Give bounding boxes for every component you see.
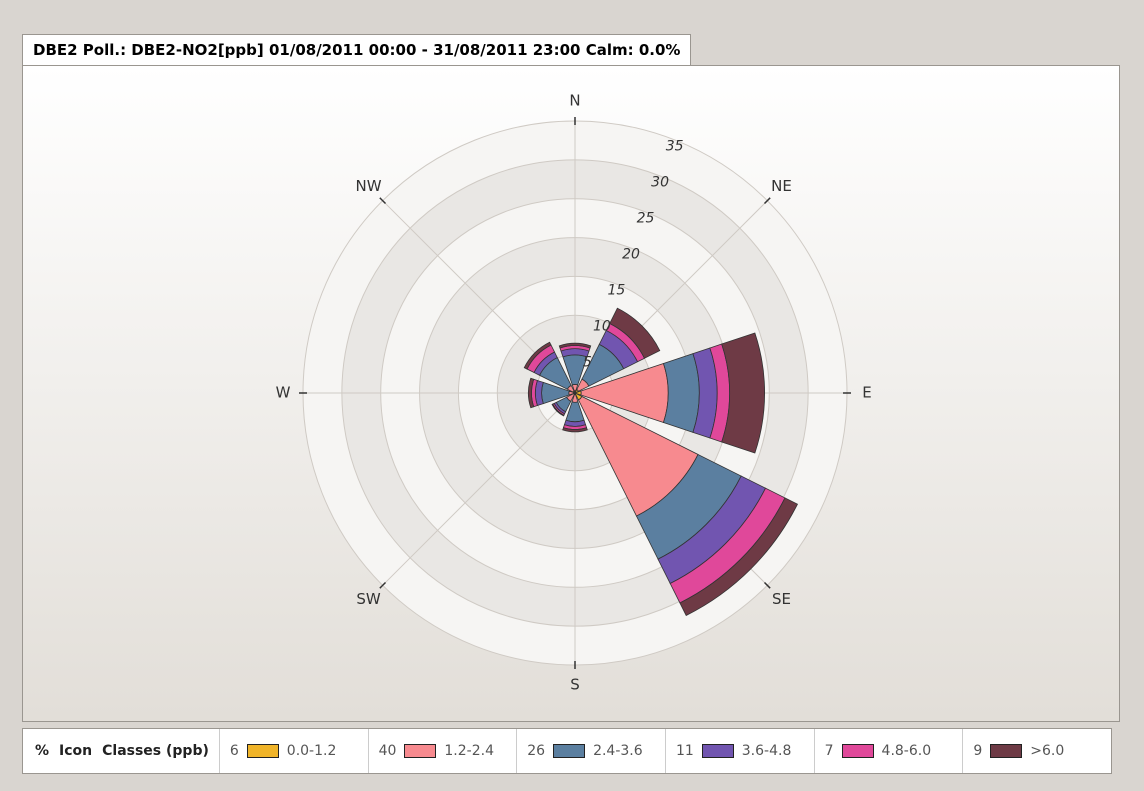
legend-item: 6 0.0-1.2: [218, 729, 368, 773]
direction-label: NE: [771, 177, 792, 195]
legend-label: 1.2-2.4: [444, 743, 494, 759]
legend-label: >6.0: [1030, 743, 1065, 759]
legend-header: % Icon Classes (ppb): [23, 729, 219, 773]
chart: N NE E SE S SW W NW 5 10 15 20 25 30 35: [276, 92, 872, 694]
legend-swatch: [701, 744, 734, 758]
legend-item: 7 4.8-6.0: [813, 729, 963, 773]
legend-label: 0.0-1.2: [286, 743, 337, 759]
direction-label: N: [569, 92, 580, 110]
wedge-segment: [609, 307, 661, 359]
legend-percent: 40: [378, 743, 397, 759]
legend-item: 9 >6.0: [962, 729, 1111, 773]
wedge-segment: [562, 427, 588, 433]
legend-label: 3.6-4.8: [741, 743, 792, 759]
wedge-segment: [551, 403, 565, 417]
legend-item: 11 3.6-4.8: [664, 729, 814, 773]
wedge-segment: [523, 341, 552, 370]
direction-label: S: [570, 676, 580, 694]
r-tick-label: 5: [583, 355, 592, 371]
direction-tick: [763, 581, 771, 589]
legend: % Icon Classes (ppb) 6 0.0-1.2 40 1.2-2.4 26…: [22, 728, 1112, 774]
chart-title: DBE2 Poll.: DBE2-NO2[ppb] 01/08/2011 00:…: [22, 34, 692, 66]
legend-label: 4.8-6.0: [881, 743, 932, 759]
legend-swatch: [404, 744, 437, 758]
legend-swatch: [841, 744, 874, 758]
legend-swatch: [553, 744, 586, 758]
legend-percent: 7: [824, 743, 834, 759]
legend-percent: 11: [675, 743, 694, 759]
wedge-segment: [721, 332, 765, 454]
legend-percent: 6: [229, 743, 239, 759]
legend-header-item: Classes (ppb): [102, 743, 209, 759]
legend-swatch: [990, 744, 1023, 758]
legend-swatch: [246, 744, 279, 758]
r-tick-label: 25: [637, 210, 655, 226]
wedge-segment: [558, 342, 592, 349]
direction-tick: [763, 197, 771, 205]
legend-percent: 26: [527, 743, 546, 759]
legend-header-item: %: [35, 743, 50, 759]
direction-label: W: [276, 384, 291, 402]
legend-header-item: Icon: [59, 743, 93, 759]
wedge-segment: [662, 353, 700, 433]
wedge-segment: [527, 377, 535, 409]
direction-label: NW: [355, 177, 381, 195]
legend-label: 2.4-3.6: [593, 743, 643, 759]
direction-label: SW: [356, 590, 381, 608]
direction-label: SE: [772, 590, 791, 608]
legend-item: 40 1.2-2.4: [367, 729, 517, 773]
direction-label: E: [862, 384, 871, 402]
wedge-segment: [679, 497, 798, 616]
legend-percent: 9: [973, 743, 983, 759]
legend-item: 26 2.4-3.6: [516, 729, 665, 773]
r-tick-label: 35: [666, 138, 684, 154]
r-tick-label: 30: [651, 174, 669, 190]
r-tick-label: 15: [608, 282, 626, 298]
r-tick-label: 10: [593, 319, 611, 335]
spoke: [382, 392, 576, 586]
direction-tick: [379, 197, 387, 205]
direction-tick: [379, 581, 387, 589]
r-tick-label: 20: [622, 246, 640, 262]
